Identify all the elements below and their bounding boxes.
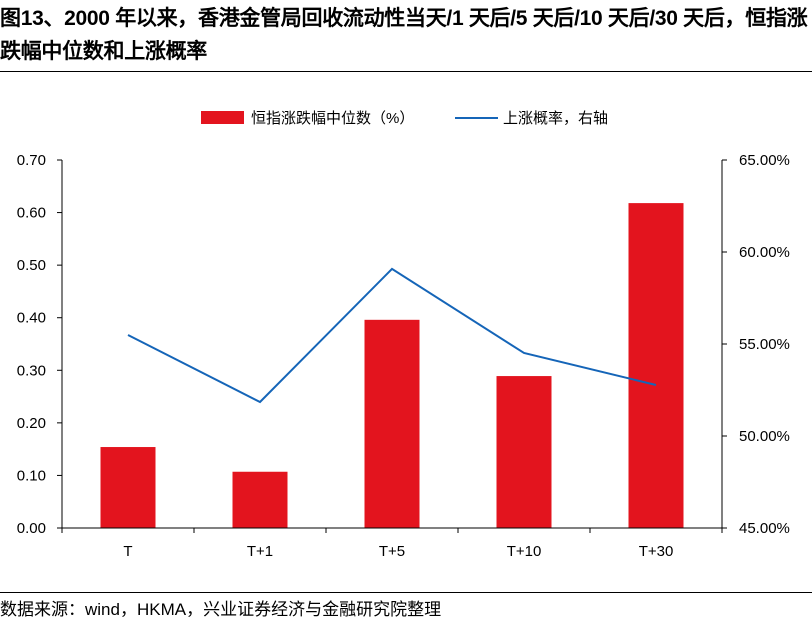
left-axis-tick: 0.30 (17, 362, 46, 379)
right-axis-tick: 55.00% (739, 336, 790, 353)
bar-series (100, 203, 684, 528)
axes: 0.00 0.10 0.20 0.30 0.40 0.50 0.60 0.70 45.00% 50… (17, 152, 790, 560)
left-axis-tick: 0.60 (17, 205, 46, 222)
left-axis-tick: 0.40 (17, 310, 46, 327)
right-axis-tick: 45.00% (739, 520, 790, 537)
x-axis-label: T+1 (247, 543, 273, 560)
bar-T+10 (496, 376, 552, 528)
right-axis-tick: 65.00% (739, 152, 790, 169)
source-divider (0, 592, 812, 593)
chart-title: 图13、2000 年以来，香港金管局回收流动性当天/1 天后/5 天后/10 天… (0, 7, 808, 63)
legend-bar-swatch (201, 111, 244, 124)
x-axis-label: T+30 (639, 543, 674, 560)
left-axis-tick: 0.10 (17, 467, 46, 484)
bar-T (100, 447, 156, 528)
legend-line-label: 上涨概率，右轴 (503, 110, 608, 127)
x-axis-label: T+5 (379, 543, 405, 560)
combo-chart: 恒指涨跌幅中位数（%） 上涨概率，右轴 0.000.100.200.300.400… (17, 110, 790, 560)
right-axis-tick: 50.00% (739, 428, 790, 445)
probability-line (127, 267, 657, 404)
bar-T+1 (232, 471, 288, 528)
line-series (127, 267, 657, 404)
left-axis-tick: 0.20 (17, 415, 46, 432)
bar-T+5 (364, 319, 420, 528)
left-axis-tick: 0.50 (17, 257, 46, 274)
data-source-note: 数据来源：wind，HKMA，兴业证券经济与金融研究院整理 (0, 600, 442, 619)
left-axis-tick: 0.70 (17, 152, 46, 169)
legend-bar-label: 恒指涨跌幅中位数（%） (251, 110, 414, 127)
left-axis-tick: 0.00 (17, 520, 46, 537)
x-axis-label: T+10 (507, 543, 542, 560)
x-axis-label: T (123, 543, 132, 560)
legend: 恒指涨跌幅中位数（%） 上涨概率，右轴 (201, 110, 608, 127)
right-axis-tick: 60.00% (739, 244, 790, 261)
title-divider (0, 71, 812, 72)
bar-T+30 (628, 203, 684, 528)
